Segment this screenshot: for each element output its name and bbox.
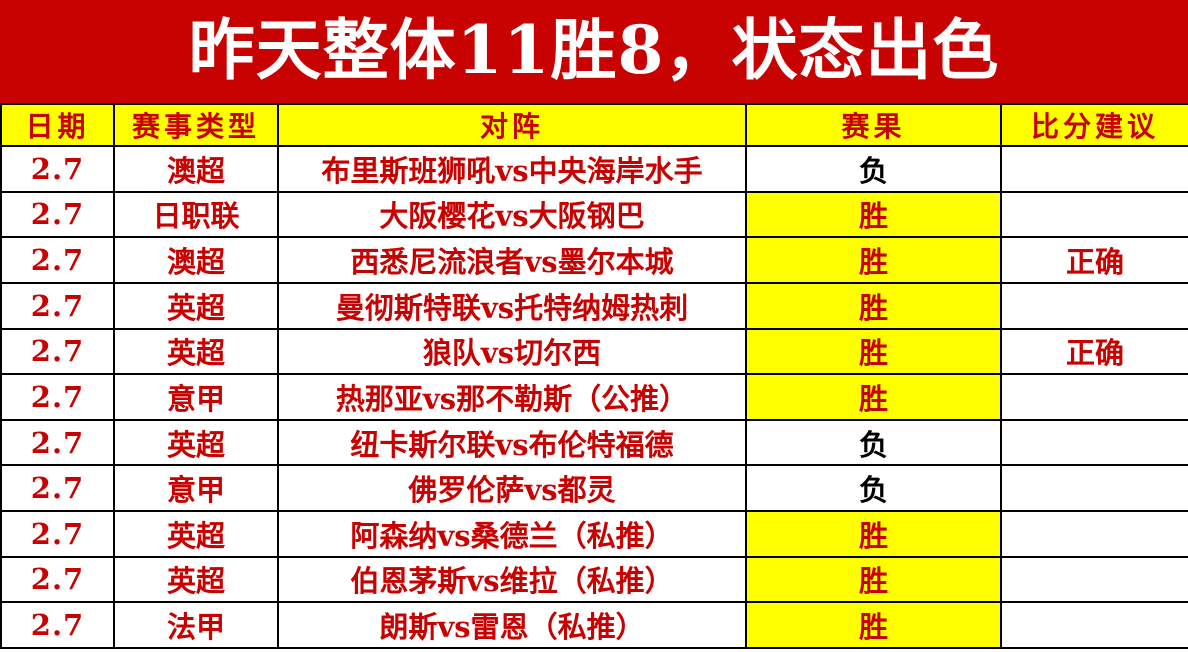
cell-league: 英超 [113,510,279,558]
header-date: 日期 [0,103,115,147]
cell-result: 胜 [745,190,1002,239]
cell-date: 2.7 [0,190,115,239]
cell-result: 负 [745,418,1002,467]
table-row: 2.7 日职联 大阪樱花vs大阪钢巴 胜 [0,190,1188,239]
cell-matchup: 伯恩茅斯vs维拉（私推） [277,555,747,604]
cell-league: 英超 [113,327,279,376]
table-row: 2.7 意甲 热那亚vs那不勒斯（公推） 胜 [0,373,1188,421]
table-row: 2.7 法甲 朗斯vs雷恩（私推） 胜 [0,601,1188,649]
banner: 昨天整体11胜8，状态出色 [0,0,1188,103]
table-header: 日期 赛事类型 对阵 赛果 比分建议 [0,103,1188,147]
cell-suggestion [1000,555,1188,604]
cell-date: 2.7 [0,555,115,604]
cell-date: 2.7 [0,418,115,467]
cell-result: 负 [745,145,1002,193]
cell-date: 2.7 [0,464,115,512]
cell-matchup: 曼彻斯特联vs托特纳姆热刺 [277,281,747,330]
cell-date: 2.7 [0,145,115,193]
cell-result: 胜 [745,373,1002,421]
cell-matchup: 热那亚vs那不勒斯（公推） [277,373,747,421]
cell-suggestion: 正确 [1000,236,1188,284]
cell-date: 2.7 [0,510,115,558]
table-body: 2.7 澳超 布里斯班狮吼vs中央海岸水手 负 2.7 日职联 大阪樱花vs大阪… [0,145,1188,649]
cell-matchup: 狼队vs切尔西 [277,327,747,376]
cell-matchup: 布里斯班狮吼vs中央海岸水手 [277,145,747,193]
cell-result: 胜 [745,555,1002,604]
cell-date: 2.7 [0,236,115,284]
cell-date: 2.7 [0,327,115,376]
cell-league: 日职联 [113,190,279,239]
cell-suggestion [1000,510,1188,558]
cell-suggestion [1000,464,1188,512]
cell-result: 胜 [745,281,1002,330]
cell-matchup: 朗斯vs雷恩（私推） [277,601,747,649]
header-league: 赛事类型 [113,103,279,147]
cell-suggestion [1000,190,1188,239]
table-row: 2.7 英超 纽卡斯尔联vs布伦特福德 负 [0,418,1188,467]
table-row: 2.7 英超 伯恩茅斯vs维拉（私推） 胜 [0,555,1188,604]
cell-league: 意甲 [113,373,279,421]
cell-date: 2.7 [0,281,115,330]
cell-suggestion [1000,418,1188,467]
header-matchup: 对阵 [277,103,747,147]
cell-suggestion [1000,601,1188,649]
header-suggestion: 比分建议 [1000,103,1188,147]
cell-matchup: 纽卡斯尔联vs布伦特福德 [277,418,747,467]
header-row: 日期 赛事类型 对阵 赛果 比分建议 [0,103,1188,147]
header-result: 赛果 [745,103,1002,147]
table-row: 2.7 英超 曼彻斯特联vs托特纳姆热刺 胜 [0,281,1188,330]
table-row: 2.7 澳超 布里斯班狮吼vs中央海岸水手 负 [0,145,1188,193]
cell-suggestion [1000,145,1188,193]
cell-date: 2.7 [0,373,115,421]
cell-result: 胜 [745,236,1002,284]
cell-date: 2.7 [0,601,115,649]
cell-result: 胜 [745,327,1002,376]
banner-title: 昨天整体11胜8，状态出色 [188,10,1000,89]
cell-result: 负 [745,464,1002,512]
cell-suggestion [1000,281,1188,330]
cell-result: 胜 [745,601,1002,649]
cell-matchup: 西悉尼流浪者vs墨尔本城 [277,236,747,284]
cell-league: 英超 [113,555,279,604]
cell-league: 澳超 [113,145,279,193]
cell-matchup: 大阪樱花vs大阪钢巴 [277,190,747,239]
cell-matchup: 佛罗伦萨vs都灵 [277,464,747,512]
results-table: 日期 赛事类型 对阵 赛果 比分建议 2.7 澳超 布里斯班狮吼vs中央海岸水手… [0,103,1188,649]
cell-league: 法甲 [113,601,279,649]
table-row: 2.7 英超 狼队vs切尔西 胜 正确 [0,327,1188,376]
cell-result: 胜 [745,510,1002,558]
cell-league: 澳超 [113,236,279,284]
cell-league: 意甲 [113,464,279,512]
table-row: 2.7 意甲 佛罗伦萨vs都灵 负 [0,464,1188,512]
table-row: 2.7 英超 阿森纳vs桑德兰（私推） 胜 [0,510,1188,558]
cell-league: 英超 [113,281,279,330]
cell-suggestion [1000,373,1188,421]
cell-matchup: 阿森纳vs桑德兰（私推） [277,510,747,558]
cell-league: 英超 [113,418,279,467]
table-row: 2.7 澳超 西悉尼流浪者vs墨尔本城 胜 正确 [0,236,1188,284]
cell-suggestion: 正确 [1000,327,1188,376]
